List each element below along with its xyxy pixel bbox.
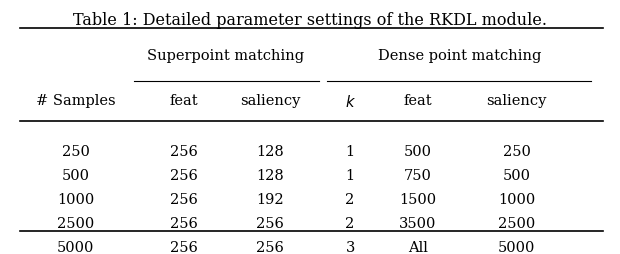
Text: feat: feat (169, 94, 198, 108)
Text: $k$: $k$ (345, 94, 356, 110)
Text: feat: feat (404, 94, 432, 108)
Text: saliency: saliency (240, 94, 300, 108)
Text: 256: 256 (256, 241, 284, 254)
Text: Superpoint matching: Superpoint matching (147, 50, 304, 64)
Text: 128: 128 (256, 145, 284, 158)
Text: 2: 2 (345, 193, 355, 207)
Text: saliency: saliency (487, 94, 547, 108)
Text: 1: 1 (345, 145, 355, 158)
Text: 256: 256 (169, 193, 197, 207)
Text: 500: 500 (404, 145, 432, 158)
Text: 256: 256 (256, 217, 284, 231)
Text: 192: 192 (256, 193, 284, 207)
Text: 250: 250 (503, 145, 531, 158)
Text: 256: 256 (169, 169, 197, 183)
Text: 256: 256 (169, 217, 197, 231)
Text: 2500: 2500 (498, 217, 536, 231)
Text: 1000: 1000 (498, 193, 536, 207)
Text: 750: 750 (404, 169, 432, 183)
Text: 250: 250 (61, 145, 89, 158)
Text: 1: 1 (345, 169, 355, 183)
Text: Dense point matching: Dense point matching (378, 50, 541, 64)
Text: Table 1: Detailed parameter settings of the RKDL module.: Table 1: Detailed parameter settings of … (73, 12, 547, 29)
Text: 3500: 3500 (399, 217, 436, 231)
Text: 256: 256 (169, 241, 197, 254)
Text: 3: 3 (345, 241, 355, 254)
Text: All: All (408, 241, 428, 254)
Text: # Samples: # Samples (35, 94, 115, 108)
Text: 500: 500 (61, 169, 89, 183)
Text: 2500: 2500 (57, 217, 94, 231)
Text: 1500: 1500 (399, 193, 436, 207)
Text: 1000: 1000 (57, 193, 94, 207)
Text: 256: 256 (169, 145, 197, 158)
Text: 5000: 5000 (57, 241, 94, 254)
Text: 2: 2 (345, 217, 355, 231)
Text: 128: 128 (256, 169, 284, 183)
Text: 500: 500 (503, 169, 531, 183)
Text: 5000: 5000 (498, 241, 536, 254)
